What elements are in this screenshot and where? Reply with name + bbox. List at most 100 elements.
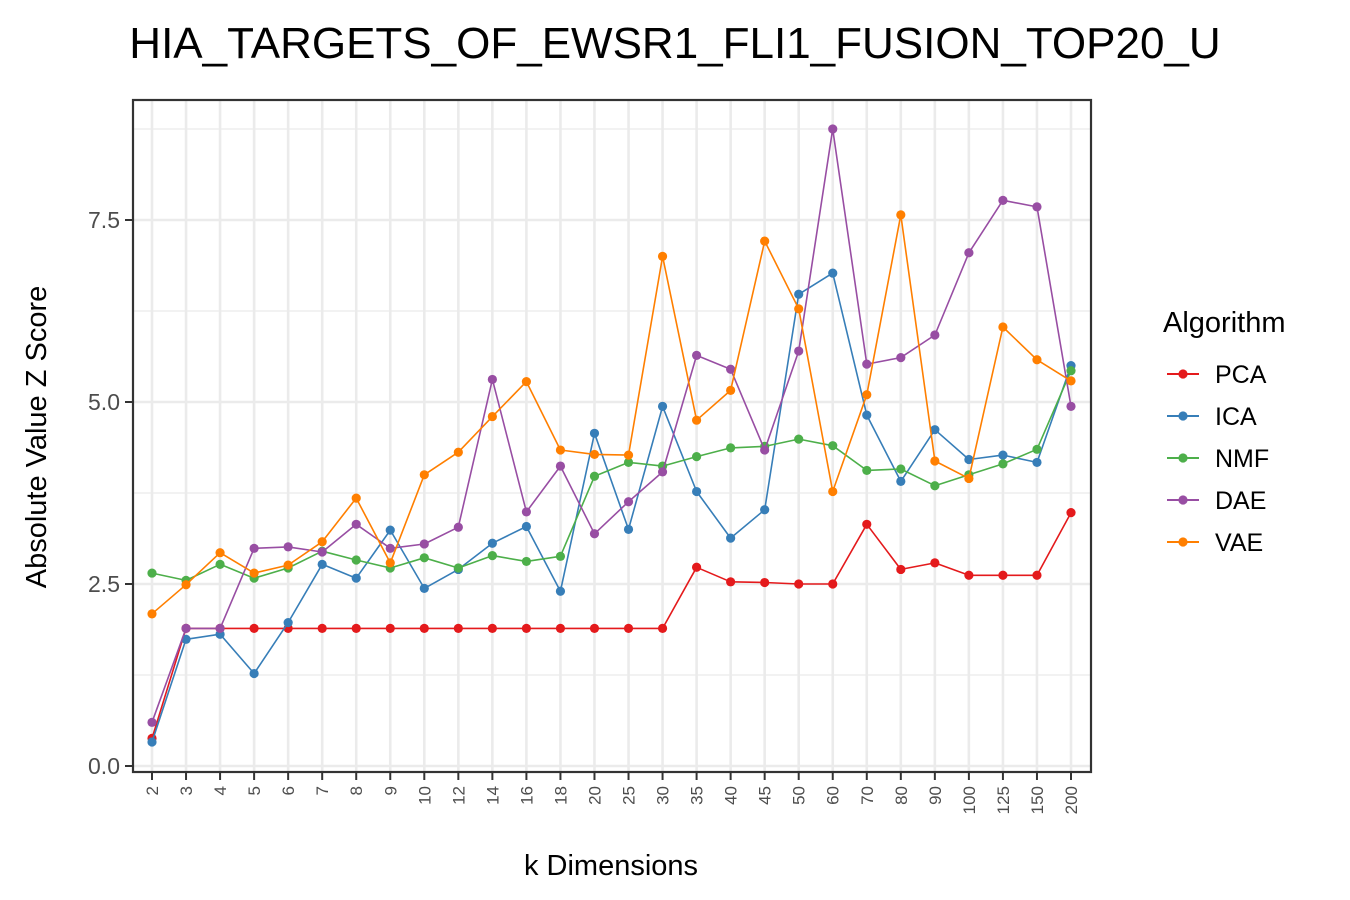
data-point-vae (283, 560, 293, 570)
y-tick-label: 0.0 (88, 753, 120, 779)
data-point-ica (487, 538, 497, 548)
data-point-dae (555, 461, 566, 471)
data-point-dae (726, 364, 736, 374)
data-point-ica (419, 583, 429, 593)
legend-label-dae: DAE (1215, 487, 1266, 515)
data-point-dae (487, 374, 497, 385)
data-point-dae (623, 497, 634, 507)
data-point-vae (351, 493, 361, 503)
data-point-ica (726, 533, 736, 543)
data-point-nmf (215, 559, 225, 569)
data-point-dae (930, 330, 940, 340)
x-tick-label: 9 (381, 786, 400, 795)
data-point-pca (317, 623, 327, 634)
data-point-ica (283, 617, 293, 628)
data-point-dae (249, 543, 259, 553)
series-line-pca (151, 512, 1072, 739)
series-line-nmf (151, 370, 1072, 582)
data-point-vae (964, 473, 974, 484)
data-point-pca (896, 564, 906, 575)
data-point-nmf (794, 434, 804, 444)
data-point-vae (589, 449, 600, 460)
data-point-ica (147, 737, 157, 747)
x-tick-label: 35 (688, 786, 707, 805)
data-point-vae (930, 456, 940, 466)
x-tick-label: 90 (926, 786, 945, 805)
data-point-pca (794, 579, 804, 589)
data-point-nmf (555, 551, 566, 561)
series-line-vae (151, 214, 1072, 615)
legend-label-vae: VAE (1215, 529, 1263, 557)
data-point-dae (998, 195, 1008, 205)
data-point-ica (657, 401, 668, 411)
data-point-dae (1032, 202, 1042, 212)
data-point-ica (181, 634, 191, 644)
data-point-nmf (521, 556, 532, 567)
data-point-dae (453, 522, 463, 532)
data-point-vae (1066, 376, 1076, 386)
x-tick-label: 4 (211, 786, 230, 795)
legend-label-pca: PCA (1215, 361, 1267, 389)
data-point-nmf (589, 471, 600, 481)
data-point-dae (351, 519, 361, 529)
data-point-ica (555, 586, 566, 596)
data-point-ica (1032, 457, 1042, 468)
data-point-pca (998, 570, 1008, 580)
data-point-vae (215, 548, 225, 558)
x-tick-label: 8 (347, 786, 366, 795)
data-point-vae (862, 390, 872, 400)
x-tick-label: 5 (245, 786, 264, 795)
data-point-dae (385, 543, 395, 553)
x-tick-label: 45 (756, 786, 775, 805)
data-point-vae (419, 470, 429, 480)
series-line-ica (151, 272, 1072, 743)
legend-key-point-pca (1178, 369, 1188, 379)
data-point-ica (589, 428, 600, 438)
data-point-nmf (419, 553, 429, 563)
legend-title: Algorithm (1163, 307, 1286, 339)
data-point-pca (487, 623, 497, 634)
data-point-pca (726, 577, 736, 587)
legend-key-point-dae (1178, 495, 1188, 505)
data-point-nmf (998, 459, 1008, 469)
data-point-pca (351, 623, 361, 634)
y-tick-label: 5.0 (88, 389, 120, 415)
data-point-vae (521, 377, 532, 387)
data-point-ica (623, 524, 634, 535)
data-point-ica (862, 410, 872, 420)
data-point-pca (862, 519, 872, 529)
x-tick-label: 50 (790, 786, 809, 805)
data-point-ica (351, 573, 361, 583)
x-tick-label: 16 (517, 786, 536, 805)
data-point-pca (623, 623, 634, 634)
data-point-dae (862, 359, 872, 369)
x-tick-label: 200 (1062, 786, 1081, 814)
data-point-ica (691, 486, 702, 497)
data-point-vae (1032, 355, 1042, 365)
x-tick-label: 70 (858, 786, 877, 805)
x-tick-label: 20 (585, 786, 604, 805)
data-point-dae (828, 124, 838, 134)
y-tick-label: 2.5 (88, 571, 120, 597)
x-tick-label: 100 (960, 786, 979, 814)
y-axis-title: Absolute Value Z Score (21, 286, 53, 589)
data-point-vae (760, 236, 770, 246)
data-point-ica (964, 454, 974, 465)
plot-area: 0.02.55.07.52 3 4 5 6 7 8 9 10 12 14 16 18 20 25 30 35 40… (88, 98, 1093, 814)
data-point-vae (896, 210, 906, 220)
data-point-pca (828, 579, 838, 589)
data-point-ica (521, 521, 532, 532)
data-point-pca (589, 623, 600, 634)
data-point-pca (691, 562, 702, 572)
data-point-vae (794, 304, 804, 314)
x-tick-label: 2 (143, 786, 162, 795)
data-point-pca (1032, 570, 1042, 580)
data-point-vae (828, 486, 838, 497)
x-axis-title: k Dimensions (524, 850, 698, 882)
data-point-nmf (453, 563, 463, 573)
data-point-dae (215, 623, 225, 634)
data-point-nmf (1032, 444, 1042, 454)
x-tick-label: 6 (279, 786, 298, 795)
data-point-ica (930, 425, 940, 435)
